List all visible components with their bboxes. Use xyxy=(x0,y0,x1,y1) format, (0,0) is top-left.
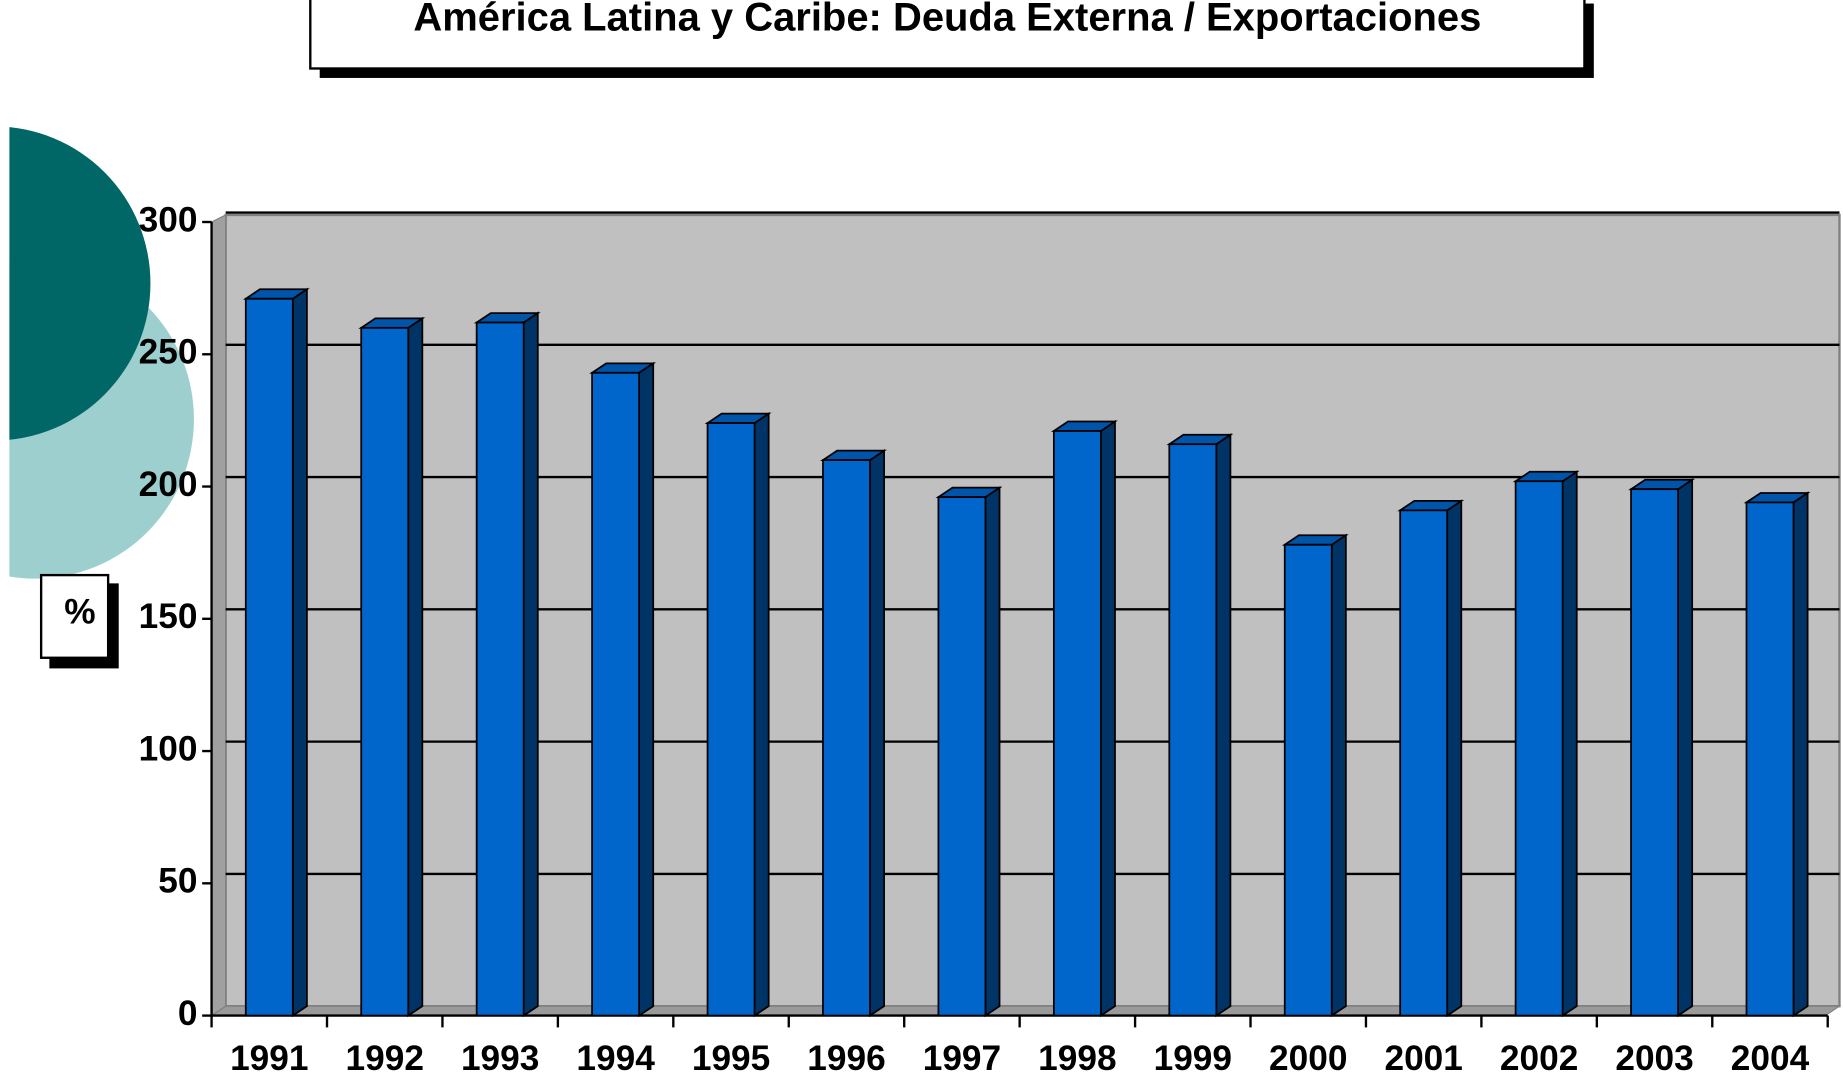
y-tick-label: 250 xyxy=(139,333,198,372)
x-tick-label: 2001 xyxy=(1384,1039,1462,1077)
bar-side xyxy=(1446,499,1463,1018)
y-tick-label: 300 xyxy=(139,200,198,239)
bar xyxy=(360,326,410,1017)
bar-side xyxy=(1099,419,1116,1018)
y-tick-label: 50 xyxy=(158,862,197,901)
deco-circle-dark xyxy=(9,127,151,440)
decoration xyxy=(9,127,194,579)
x-tick-label: 1994 xyxy=(576,1039,655,1077)
x-tick-label: 1999 xyxy=(1154,1039,1232,1077)
chart-title: América Latina y Caribe: Deuda Externa /… xyxy=(413,0,1481,40)
bar xyxy=(1630,488,1679,1017)
y-axis-label: % xyxy=(64,592,95,631)
bar-side xyxy=(1792,491,1809,1018)
x-tick-label: 1995 xyxy=(692,1039,770,1077)
bar-side xyxy=(522,311,539,1018)
bar xyxy=(706,422,756,1017)
bar xyxy=(1399,509,1449,1017)
plot-area xyxy=(209,211,1842,1017)
y-tick-label: 0 xyxy=(178,994,198,1033)
bar xyxy=(937,496,987,1017)
bar xyxy=(1168,443,1218,1017)
bar xyxy=(1514,480,1564,1017)
bar xyxy=(475,321,525,1017)
bar-side xyxy=(984,486,1001,1018)
bar-side xyxy=(407,316,424,1018)
x-tick-label: 1993 xyxy=(461,1039,539,1077)
bar-side xyxy=(753,411,770,1018)
x-tick-label: 2003 xyxy=(1615,1039,1693,1077)
x-tick-label: 2000 xyxy=(1269,1039,1347,1077)
title-box xyxy=(309,0,1586,70)
bar-side xyxy=(1330,533,1347,1018)
bar xyxy=(1052,430,1102,1017)
bar xyxy=(1745,501,1795,1017)
floor xyxy=(209,1005,1842,1017)
x-tick-label: 1996 xyxy=(807,1039,885,1077)
x-tick-label: 1998 xyxy=(1038,1039,1116,1077)
x-tick-label: 2004 xyxy=(1731,1039,1810,1077)
bar-side xyxy=(1561,470,1578,1018)
bar-side xyxy=(1677,478,1694,1018)
bar-side xyxy=(1215,433,1232,1018)
y-label-box xyxy=(39,573,110,659)
x-tick-label: 2002 xyxy=(1500,1039,1578,1077)
bar xyxy=(591,371,640,1017)
y-tick-label: 100 xyxy=(139,729,198,768)
bar-side xyxy=(869,448,885,1018)
x-tick-label: 1992 xyxy=(346,1039,424,1077)
y-tick-label: 200 xyxy=(139,465,198,504)
bar xyxy=(822,459,871,1017)
bar xyxy=(1283,543,1333,1017)
x-tick-label: 1991 xyxy=(230,1039,308,1077)
y-tick-label: 150 xyxy=(139,597,198,636)
bar xyxy=(244,297,294,1017)
bar-side xyxy=(291,287,308,1018)
x-tick-label: 1997 xyxy=(923,1039,1001,1077)
side-wall xyxy=(210,213,227,1017)
bar-side xyxy=(638,361,655,1018)
